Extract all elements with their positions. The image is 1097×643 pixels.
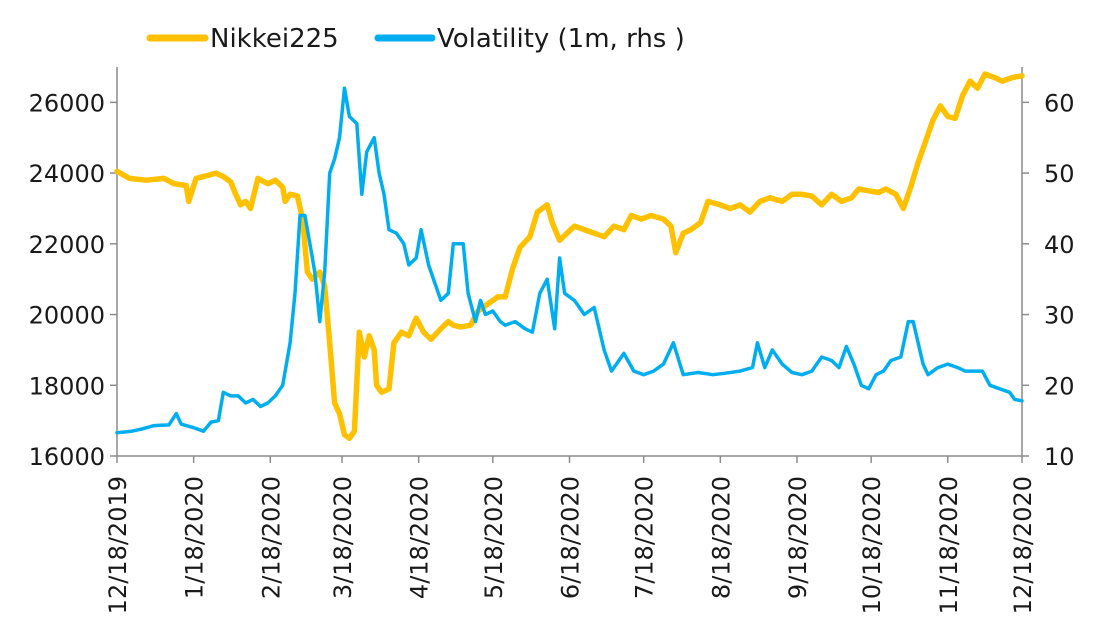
x-tick-label: 2/18/2020 (257, 476, 285, 599)
right-y-tick-label: 10 (1044, 443, 1075, 471)
x-tick-label: 6/18/2020 (557, 476, 585, 599)
x-tick-label: 12/18/2020 (1009, 476, 1037, 614)
legend-item-nikkei225: Nikkei225 (146, 24, 339, 54)
x-tick-label: 5/18/2020 (480, 476, 508, 599)
x-tick-label: 9/18/2020 (784, 476, 812, 599)
left-y-tick-label: 22000 (29, 231, 105, 259)
left-y-tick-label: 16000 (29, 443, 105, 471)
x-tick-label: 12/18/2019 (104, 476, 132, 614)
axes: 16000 18000 20000 22000 24000 26000 10 20 30 40 50… (29, 67, 1075, 614)
right-y-tick-label: 40 (1044, 231, 1075, 259)
x-tick-label: 1/18/2020 (181, 476, 209, 599)
right-y-tick-label: 20 (1044, 372, 1075, 400)
x-tick-label: 8/18/2020 (707, 476, 735, 599)
volatility-line (115, 86, 1024, 435)
right-y-tick-label: 30 (1044, 302, 1075, 330)
legend-item-volatility: Volatility (1m, rhs ) (374, 24, 685, 54)
x-tick-label: 11/18/2020 (935, 476, 963, 614)
left-y-tick-label: 18000 (29, 372, 105, 400)
nikkei225-line (114, 71, 1025, 442)
series-layer (114, 71, 1025, 442)
legend-label-volatility: Volatility (1m, rhs ) (437, 24, 685, 54)
x-tick-label: 10/18/2020 (858, 476, 886, 614)
x-tick-label: 4/18/2020 (406, 476, 434, 599)
left-y-tick-label: 26000 (29, 89, 105, 117)
legend: Nikkei225 Volatility (1m, rhs ) (146, 24, 685, 54)
right-y-tick-label: 60 (1044, 89, 1075, 117)
legend-label-nikkei225: Nikkei225 (210, 24, 339, 54)
x-tick-label: 7/18/2020 (631, 476, 659, 599)
left-y-tick-label: 24000 (29, 160, 105, 188)
left-y-tick-label: 20000 (29, 302, 105, 330)
right-y-tick-label: 50 (1044, 160, 1075, 188)
x-tick-label: 3/18/2020 (329, 476, 357, 599)
